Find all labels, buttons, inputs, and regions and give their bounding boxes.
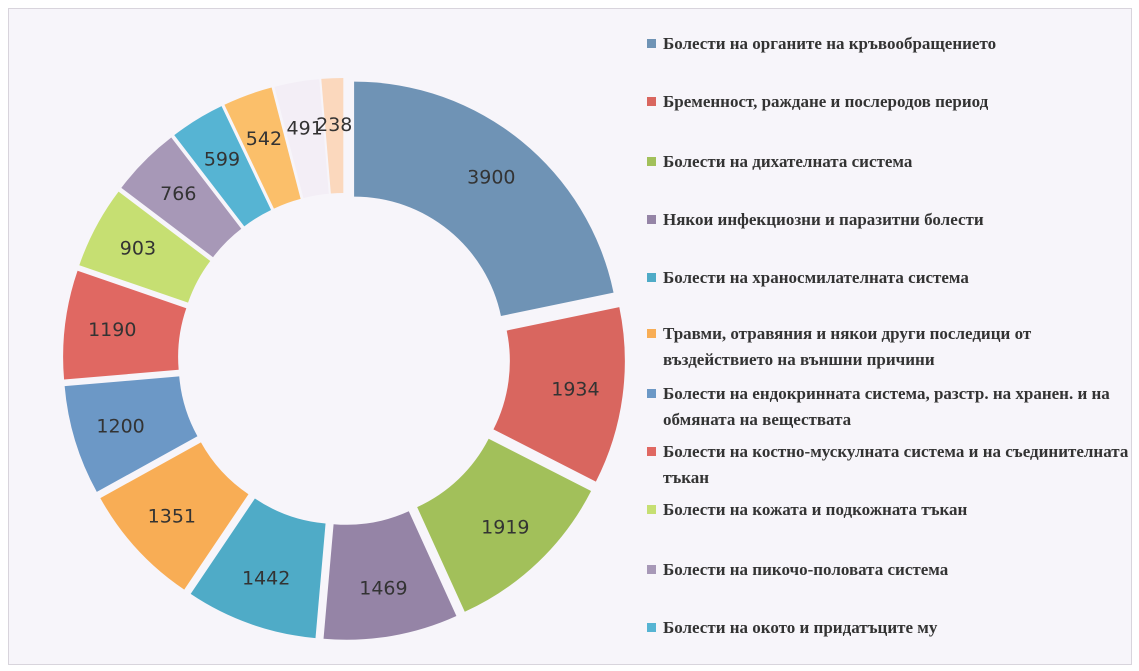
donut-segment: [79, 191, 211, 303]
legend-entry: Болести на кожата и подкожната тъкан: [647, 497, 1139, 523]
legend-entry: Болести на костно-мускулната система и н…: [647, 439, 1139, 491]
legend-swatch: [647, 39, 656, 48]
data-label: 1442: [242, 568, 290, 590]
data-label: 542: [246, 128, 282, 150]
legend-swatch: [647, 97, 656, 106]
legend-swatch: [647, 623, 656, 632]
legend-label: Болести на кожата и подкожната тъкан: [663, 500, 968, 519]
data-label: 238: [316, 114, 352, 136]
legend-swatch: [647, 565, 656, 574]
donut-segment: [323, 511, 457, 640]
legend-entry: Болести на храносмилателната система: [647, 265, 1139, 291]
legend-swatch: [647, 447, 656, 456]
data-label: 491: [287, 117, 323, 139]
legend-label: Бременност, раждане и послеродов период: [663, 92, 989, 111]
data-label: 903: [120, 238, 156, 260]
data-label: 1190: [88, 319, 136, 341]
legend-entry: Болести на дихателната система: [647, 149, 1139, 175]
legend-label: Травми, отравяния и някои други последиц…: [663, 324, 1032, 369]
donut-segment: [174, 106, 272, 227]
legend-entry: Травми, отравяния и някои други последиц…: [647, 321, 1139, 373]
legend-label: Болести на костно-мускулната система и н…: [663, 442, 1129, 487]
donut-segment: [493, 307, 625, 482]
data-label: 1469: [359, 578, 407, 600]
legend-label: Болести на пикочо-половата система: [663, 560, 949, 579]
legend-entry: Болести на органите на кръвообращението: [647, 31, 1139, 57]
donut-segment: [321, 78, 344, 194]
legend-label: Болести на ендокринната система, разстр.…: [663, 384, 1110, 429]
donut-segment: [63, 270, 187, 380]
data-label: 3900: [467, 166, 515, 188]
data-label: 766: [160, 183, 196, 205]
data-label: 1919: [481, 516, 529, 538]
legend-entry: Болести на ендокринната система, разстр.…: [647, 381, 1139, 433]
legend-label: Болести на органите на кръвообращението: [663, 34, 997, 53]
legend-swatch: [647, 505, 656, 514]
legend-label: Болести на дихателната система: [663, 152, 913, 171]
legend-entry: Бременност, раждане и послеродов период: [647, 89, 1139, 115]
legend-swatch: [647, 273, 656, 282]
legend-swatch: [647, 157, 656, 166]
donut-segment: [100, 442, 249, 590]
donut-segment: [224, 87, 301, 209]
chart: 3900 1934 1919 1469 1442 1351 1200 1190 903 766 59…: [63, 78, 625, 640]
donut-segment: [190, 498, 326, 639]
legend-swatch: [647, 389, 656, 398]
donut-segment: [121, 137, 242, 258]
donut-segment: [274, 79, 329, 199]
donut-segment: [64, 376, 198, 492]
data-label: 599: [204, 148, 240, 170]
data-label: 1200: [96, 415, 144, 437]
chart-frame: 3900 1934 1919 1469 1442 1351 1200 1190 903 766 59…: [8, 8, 1132, 665]
legend-entry: Болести на пикочо-половата система: [647, 557, 1139, 583]
data-label: 1351: [148, 505, 196, 527]
legend-label: Някои инфекциозни и паразитни болести: [663, 210, 984, 229]
data-label: 1934: [551, 379, 599, 401]
legend-label: Болести на храносмилателната система: [663, 268, 969, 287]
legend-label: Болести на окото и придатъците му: [663, 618, 938, 637]
legend-swatch: [647, 215, 656, 224]
legend-swatch: [647, 329, 656, 338]
legend-entry: Някои инфекциозни и паразитни болести: [647, 207, 1139, 233]
donut-segment: [417, 438, 592, 612]
donut-segment: [354, 81, 614, 317]
legend-entry: Болести на окото и придатъците му: [647, 615, 1139, 641]
